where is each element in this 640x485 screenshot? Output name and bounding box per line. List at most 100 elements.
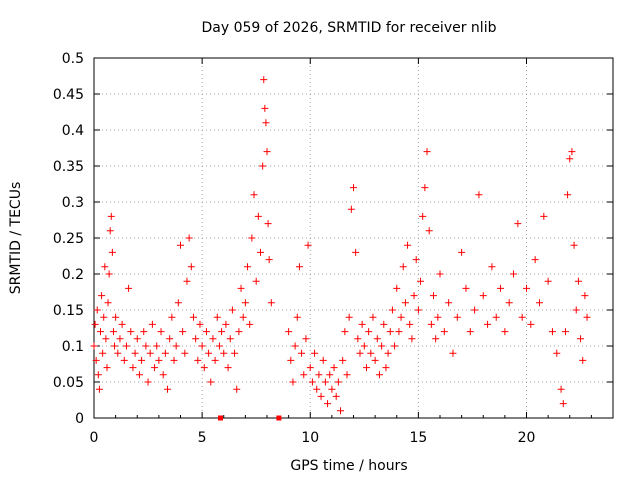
data-point [207,378,215,386]
data-point [501,328,509,336]
data-point [561,328,569,336]
data-point [300,371,308,379]
data-point [484,320,492,328]
data-point [360,342,368,350]
data-point [514,220,522,228]
data-point [324,400,332,408]
data-point [540,212,548,220]
data-point [577,335,585,343]
data-point [239,313,247,321]
data-point [386,328,394,336]
y-tick-label: 0.35 [53,159,84,175]
y-tick-label: 0.4 [62,123,84,139]
data-point [330,364,338,372]
data-point [378,342,386,350]
data-point [352,248,360,256]
data-point [354,335,362,343]
x-axis-label: GPS time / hours [290,458,407,474]
data-point [380,320,388,328]
data-point [174,299,182,307]
data-point [114,349,122,357]
data-point [189,313,197,321]
data-point [95,385,103,393]
data-point [548,328,556,336]
data-point [108,248,116,256]
data-point [430,292,438,300]
data-point [581,292,589,300]
data-point [427,320,435,328]
data-point [583,313,591,321]
data-point [334,378,342,386]
y-tick-label: 0.45 [53,87,84,103]
data-point [382,364,390,372]
data-point [566,155,574,163]
data-point [406,320,414,328]
data-point [248,234,256,242]
data-point [393,284,401,292]
data-point [311,349,319,357]
data-point [462,284,470,292]
data-point [127,328,135,336]
data-point [417,277,425,285]
data-point [518,313,526,321]
data-point [298,349,306,357]
data-point [466,328,474,336]
data-point [262,119,270,127]
data-point [151,364,159,372]
data-point [419,212,427,220]
x-tick-label: 5 [198,430,207,446]
data-point [375,371,383,379]
data-point [260,76,268,84]
data-point [319,356,327,364]
data-point [304,241,312,249]
data-point [244,263,252,271]
y-tick-label: 0.5 [62,51,84,67]
data-point [263,148,271,156]
data-point [436,270,444,278]
data-point [257,248,265,256]
x-tick-label: 20 [518,430,536,446]
data-point [96,328,104,336]
data-point [535,299,543,307]
data-point [527,320,535,328]
data-point [209,335,217,343]
y-axis-label: SRMTID / TECUs [8,182,24,295]
data-point [559,400,567,408]
data-point [237,284,245,292]
data-point [213,313,221,321]
data-point [205,349,213,357]
data-point [129,364,137,372]
data-point [397,313,405,321]
data-point [574,277,582,285]
y-tick-label: 0.25 [53,231,84,247]
data-point [233,385,241,393]
data-point [142,342,150,350]
data-point [198,342,206,350]
data-point [252,277,260,285]
data-point [371,356,379,364]
data-point [523,284,530,292]
data-point [414,306,422,314]
data-point [192,335,200,343]
data-point [343,371,351,379]
data-point [155,356,163,364]
data-point [445,299,453,307]
data-point [101,263,109,271]
data-point [510,270,518,278]
data-point [384,349,392,357]
data-point [168,313,176,321]
data-point [172,342,180,350]
data-point [471,306,479,314]
data-point [181,349,189,357]
data-point [579,356,587,364]
data-point [497,284,505,292]
data-point [295,263,303,271]
data-point [553,349,561,357]
gap-marker [276,415,282,421]
data-point [125,284,133,292]
data-point [531,256,539,264]
data-point [122,342,130,350]
data-point [246,320,254,328]
data-point [146,349,154,357]
